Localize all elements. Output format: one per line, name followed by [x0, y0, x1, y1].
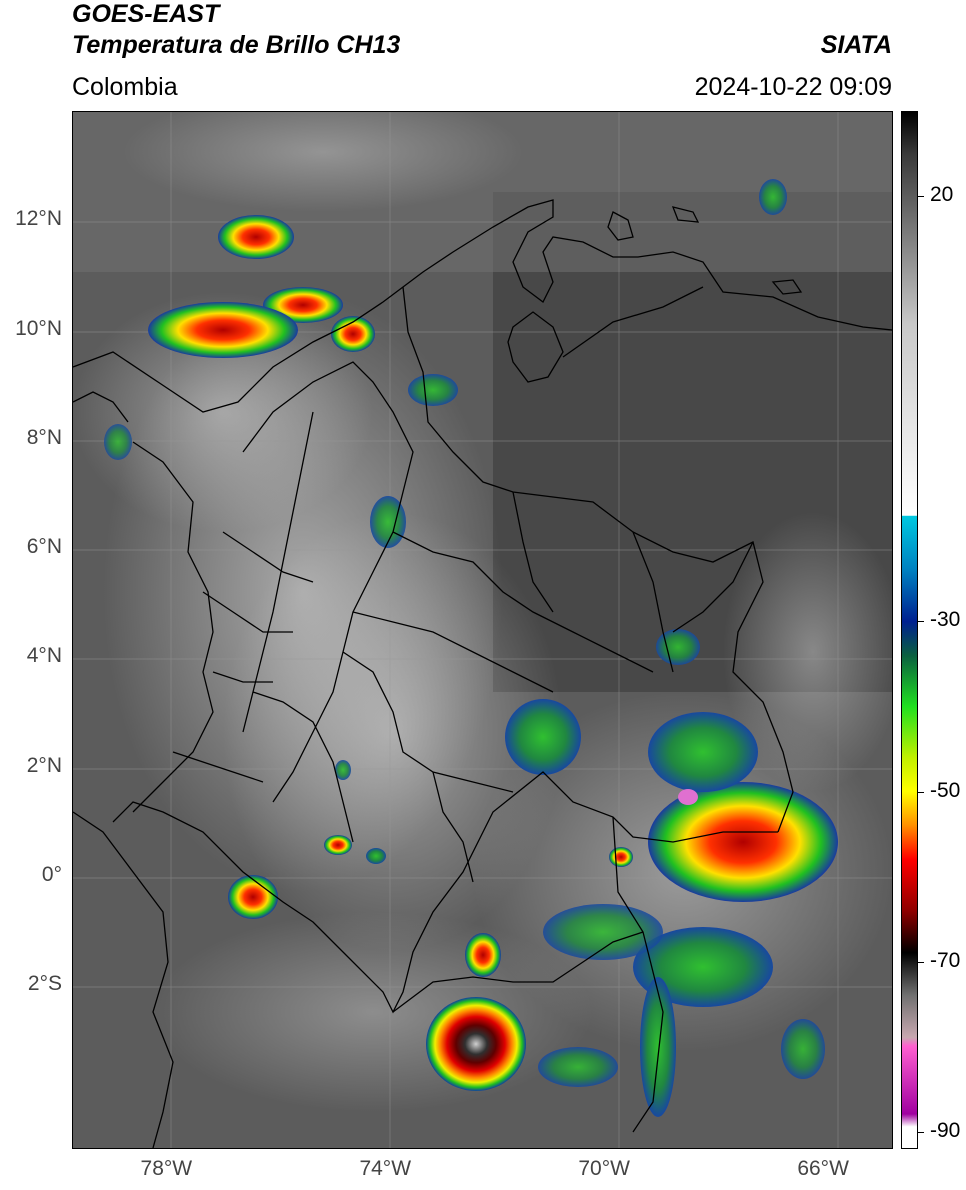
colorbar-tick [918, 621, 924, 623]
colorbar-tick [918, 961, 924, 963]
datetime-label: 2024-10-22 09:09 [694, 73, 892, 101]
lat-tick-label: 6°N [26, 535, 62, 559]
satellite-map [72, 111, 893, 1149]
region-label: Colombia [72, 73, 178, 101]
storm-cell [370, 496, 406, 548]
boundaries [73, 199, 892, 1148]
lon-tick-label: 70°W [578, 1157, 630, 1180]
storm-cell [335, 760, 351, 780]
temperature-colorbar [901, 111, 918, 1149]
colorbar-tick-label: -50 [930, 778, 961, 802]
storm-cell [228, 875, 278, 919]
storm-cell [505, 699, 581, 775]
colorbar-tick [918, 791, 924, 793]
storm-cell [543, 904, 663, 960]
storm-cell [640, 977, 676, 1117]
colorbar-tick-label: -30 [930, 608, 961, 632]
product-subtitle: Temperatura de Brillo CH13 [72, 31, 401, 59]
storm-cells [104, 179, 838, 1117]
storm-cell [759, 179, 787, 215]
colorbar-tick-label: 20 [930, 183, 954, 207]
lat-tick-label: 2°N [26, 753, 62, 777]
organization-label: SIATA [820, 31, 892, 59]
storm-cell [648, 712, 758, 792]
storm-cell [538, 1047, 618, 1087]
storm-cell [609, 847, 633, 867]
storm-cell [633, 927, 773, 1007]
storm-cell [148, 302, 298, 358]
storm-cell [781, 1019, 825, 1079]
colorbar-tick [918, 1131, 924, 1133]
lat-tick-label: 10°N [15, 316, 62, 340]
product-title: GOES-EAST [72, 0, 220, 28]
satellite-image [73, 112, 892, 1148]
storm-overshoot [678, 789, 698, 805]
storm-cell-amazonas [426, 997, 526, 1091]
storm-cell [408, 374, 458, 406]
storm-cell [324, 835, 352, 855]
colorbar-tick-label: -90 [930, 1118, 961, 1142]
lat-tick-label: 0° [41, 862, 62, 886]
storm-cell [366, 848, 386, 864]
storm-cell [331, 316, 375, 352]
lat-tick-label: 4°N [26, 644, 62, 668]
storm-cell [656, 629, 700, 665]
storm-cell [218, 215, 294, 259]
storm-cell-vaupes [648, 782, 838, 902]
colorbar-tick [918, 196, 924, 198]
lat-tick-label: 12°N [15, 207, 62, 231]
lon-tick-label: 66°W [797, 1157, 849, 1180]
storm-cell [465, 933, 501, 977]
lat-tick-label: 2°S [27, 972, 62, 996]
lon-tick-label: 78°W [140, 1157, 193, 1180]
lat-tick-label: 8°N [26, 425, 62, 449]
storm-cell [104, 424, 132, 460]
lon-tick-label: 74°W [359, 1157, 412, 1180]
colorbar-tick-label: -70 [930, 948, 961, 972]
